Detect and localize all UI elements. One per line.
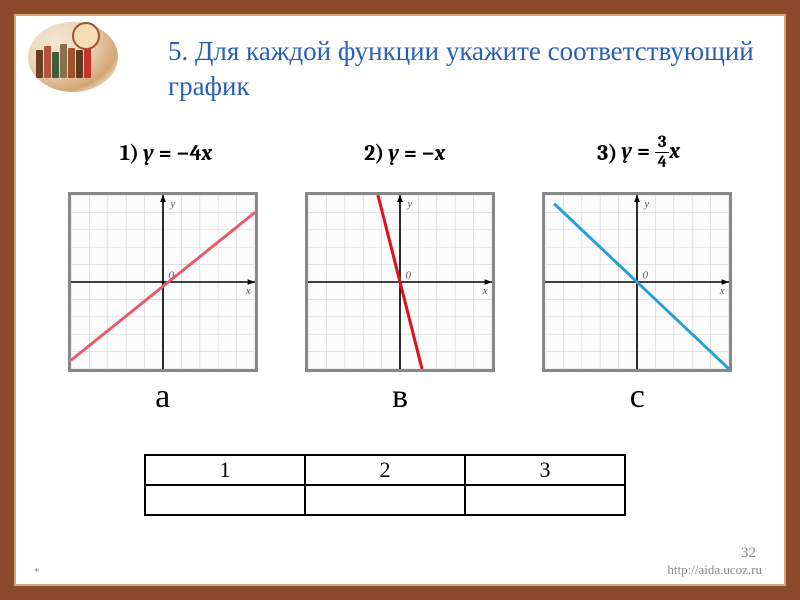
svg-text:x: x	[482, 285, 488, 297]
svg-text:x: x	[244, 285, 250, 297]
table-cell-1	[145, 485, 305, 515]
svg-text:0: 0	[643, 270, 649, 282]
footnote-left: *	[34, 566, 40, 578]
graph-label-а: а	[155, 378, 170, 416]
equation-2: 2) y = −x	[364, 140, 445, 166]
graph-с: 0 x y с	[542, 192, 732, 416]
clock-icon	[72, 22, 100, 50]
graph-а: 0 x y а	[68, 192, 258, 416]
answer-table: 1 2 3	[144, 454, 626, 516]
page-number: 32	[741, 545, 756, 562]
equation-1: 1) y = −4x	[120, 140, 212, 166]
svg-text:x: x	[719, 285, 725, 297]
table-header-1: 1	[145, 455, 305, 485]
graph-box-а: 0 x y	[68, 192, 258, 372]
table-header-3: 3	[465, 455, 625, 485]
table-cell-2	[305, 485, 465, 515]
svg-text:y: y	[644, 198, 650, 210]
footer-link: http://aida.ucoz.ru	[667, 562, 762, 578]
table-cell-3	[465, 485, 625, 515]
graph-box-в: 0 x y	[305, 192, 495, 372]
svg-text:y: y	[169, 198, 175, 210]
graph-box-с: 0 x y	[542, 192, 732, 372]
svg-text:0: 0	[406, 270, 412, 282]
svg-text:y: y	[406, 198, 412, 210]
graph-label-в: в	[392, 378, 408, 416]
equation-3: 3) y = 34x	[597, 134, 680, 171]
graph-в: 0 x y в	[305, 192, 495, 416]
equations-row: 1) y = −4x 2) y = −x 3) y = 34x	[44, 134, 756, 171]
table-header-2: 2	[305, 455, 465, 485]
graphs-row: 0 x y а 0 x y в 0 x y с	[44, 192, 756, 416]
graph-label-с: с	[630, 378, 645, 416]
slide-title: 5. Для каждой функции укажите соответств…	[168, 34, 756, 104]
